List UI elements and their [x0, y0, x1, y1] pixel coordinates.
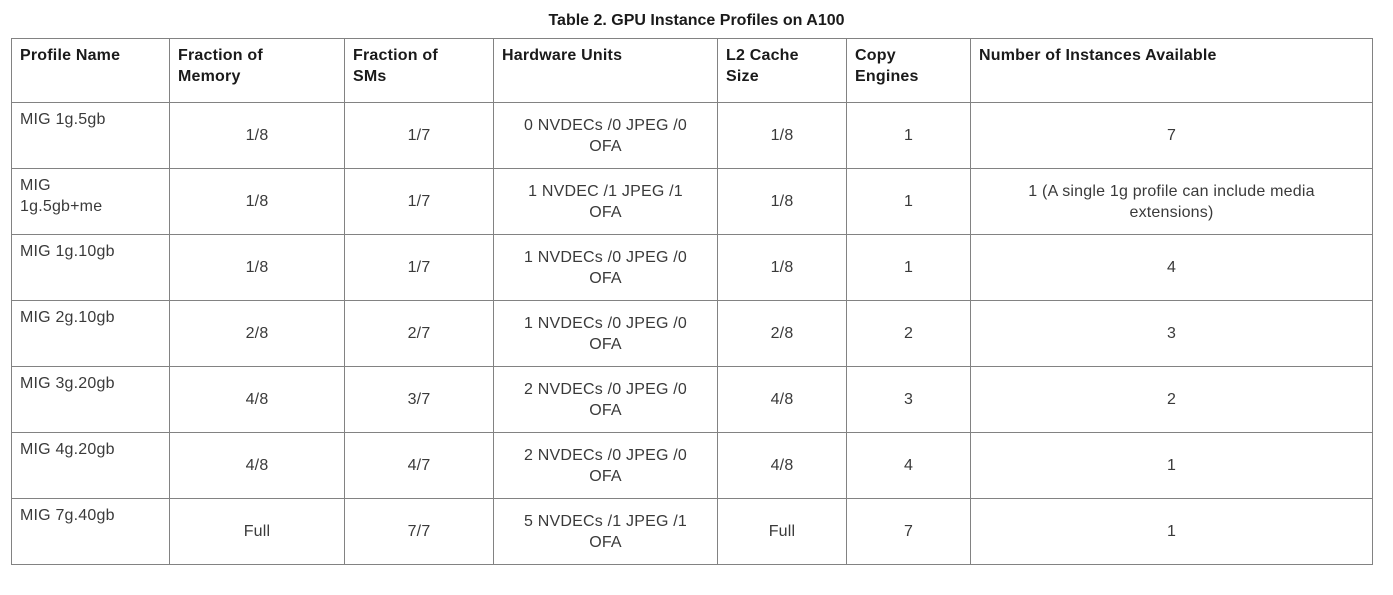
table-cell: 1 NVDECs /0 JPEG /0 OFA — [493, 300, 718, 367]
table-cell: 3 — [846, 366, 971, 433]
table-cell: 1/8 — [717, 168, 847, 235]
table-cell: 2/8 — [717, 300, 847, 367]
table-cell: 2/7 — [344, 300, 494, 367]
table-cell: MIG 4g.20gb — [11, 432, 170, 499]
table-cell: 1 — [970, 432, 1373, 499]
header-cell-5: Copy Engines — [846, 38, 971, 103]
table-cell: 4/8 — [717, 432, 847, 499]
table-cell: 1 NVDEC /1 JPEG /1 OFA — [493, 168, 718, 235]
table-cell: 2 NVDECs /0 JPEG /0 OFA — [493, 366, 718, 433]
header-cell-6: Number of Instances Available — [970, 38, 1373, 103]
table-cell: MIG 3g.20gb — [11, 366, 170, 433]
table-cell: 1 NVDECs /0 JPEG /0 OFA — [493, 234, 718, 301]
table-cell: 1/8 — [169, 168, 345, 235]
table-row: MIG 7g.40gb Full 7/7 5 NVDECs /1 JPEG /1 OF… — [11, 498, 1373, 565]
table-cell: 7/7 — [344, 498, 494, 565]
table-cell: 4/7 — [344, 432, 494, 499]
table-cell: 1/7 — [344, 102, 494, 169]
table-cell: 3/7 — [344, 366, 494, 433]
table-cell: MIG 1g.5gb — [11, 102, 170, 169]
table-cell: 2 — [846, 300, 971, 367]
gpu-instance-profiles-table: Profile Name Fraction of Memory Fraction o… — [11, 38, 1373, 565]
table-cell: Full — [169, 498, 345, 565]
header-cell-4: L2 Cache Size — [717, 38, 847, 103]
table-row: MIG 3g.20gb 4/8 3/7 2 NVDECs /0 JPEG /0 OFA… — [11, 366, 1373, 433]
table-row: MIG 1g.5gb+me 1/8 1/7 1 NVDEC /1 JPEG /1 OF… — [11, 168, 1373, 235]
table-cell: 1 — [846, 102, 971, 169]
table-cell: 1/8 — [169, 234, 345, 301]
table-cell: 1/8 — [717, 234, 847, 301]
table-cell: 1 (A single 1g profile can include media… — [970, 168, 1373, 235]
table-cell: 0 NVDECs /0 JPEG /0 OFA — [493, 102, 718, 169]
table-cell: 1/7 — [344, 234, 494, 301]
table-cell: MIG 1g.10gb — [11, 234, 170, 301]
table-cell: Full — [717, 498, 847, 565]
table-cell: 2/8 — [169, 300, 345, 367]
table-cell: MIG 1g.5gb+me — [11, 168, 170, 235]
table-cell: 4 — [846, 432, 971, 499]
page-title: Table 2. GPU Instance Profiles on A100 — [548, 12, 845, 29]
header-row: Profile Name Fraction of Memory Fraction o… — [11, 38, 1373, 103]
table-row: MIG 1g.10gb 1/8 1/7 1 NVDECs /0 JPEG /0 OFA… — [11, 234, 1373, 301]
table-cell: 1 — [970, 498, 1373, 565]
table-cell: MIG 7g.40gb — [11, 498, 170, 565]
table-cell: 1/8 — [717, 102, 847, 169]
table-cell: 4/8 — [169, 366, 345, 433]
table-cell: 1 — [846, 234, 971, 301]
table-row: MIG 2g.10gb 2/8 2/7 1 NVDECs /0 JPEG /0 OFA… — [11, 300, 1373, 367]
table-cell: 4/8 — [717, 366, 847, 433]
table-cell: 1/7 — [344, 168, 494, 235]
table-cell: 4/8 — [169, 432, 345, 499]
table-cell: 7 — [846, 498, 971, 565]
header-cell-2: Fraction of SMs — [344, 38, 494, 103]
table-cell: 5 NVDECs /1 JPEG /1 OFA — [493, 498, 718, 565]
table-cell: 4 — [970, 234, 1373, 301]
table-row: MIG 4g.20gb 4/8 4/7 2 NVDECs /0 JPEG /0 OFA… — [11, 432, 1373, 499]
header-cell-3: Hardware Units — [493, 38, 718, 103]
table-cell: 2 — [970, 366, 1373, 433]
table-row: MIG 1g.5gb 1/8 1/7 0 NVDECs /0 JPEG /0 OFA 1… — [11, 102, 1373, 169]
table-cell: 1 — [846, 168, 971, 235]
table-cell: MIG 2g.10gb — [11, 300, 170, 367]
table-body: MIG 1g.5gb 1/8 1/7 0 NVDECs /0 JPEG /0 OFA 1… — [11, 102, 1373, 565]
table-cell: 7 — [970, 102, 1373, 169]
table-cell: 3 — [970, 300, 1373, 367]
header-cell-1: Fraction of Memory — [169, 38, 345, 103]
table-cell: 2 NVDECs /0 JPEG /0 OFA — [493, 432, 718, 499]
table-cell: 1/8 — [169, 102, 345, 169]
header-cell-0: Profile Name — [11, 38, 170, 103]
